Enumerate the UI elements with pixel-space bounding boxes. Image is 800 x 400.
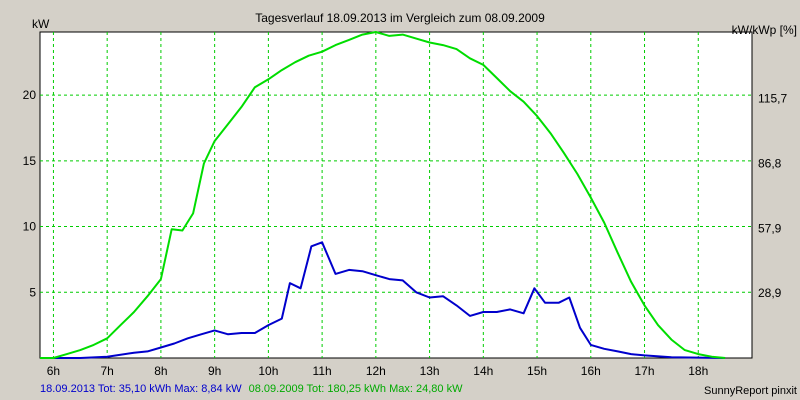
x-tick-label: 14h (473, 364, 493, 378)
series-lines (40, 31, 726, 359)
x-tick-label: 7h (100, 364, 113, 378)
x-tick-label: 12h (366, 364, 386, 378)
footer-summary: 18.09.2013 Tot: 35,10 kWh Max: 8,84 kW 0… (40, 383, 463, 395)
y-tick-label-right: 28,9 (758, 286, 782, 300)
y-tick-label-left: 15 (23, 154, 37, 168)
y-tick-label-right: 115,7 (758, 92, 787, 106)
x-tick-label: 18h (688, 364, 708, 378)
y-tick-label-left: 10 (23, 220, 37, 234)
y-tick-label-right: 57,9 (758, 221, 782, 235)
x-tick-label: 11h (313, 364, 332, 378)
y-axis-right-label: kW/kWp [%] (732, 23, 797, 37)
x-tick-label: 15h (527, 364, 547, 378)
series2-summary: 08.09.2009 Tot: 180,25 kWh Max: 24,80 kW (249, 383, 463, 395)
y-tick-label-left: 20 (23, 88, 37, 102)
series-line-2 (40, 31, 726, 359)
tick-labels: 6h 7h 8h 9h 10h 11h 12h 13h 14h 15h 16h 17h 18h 5 10 15… (23, 88, 788, 378)
y-tick-label-left: 5 (29, 285, 36, 299)
x-tick-label: 17h (635, 364, 655, 378)
x-tick-label: 16h (581, 364, 601, 378)
series1-summary: 18.09.2013 Tot: 35,10 kWh Max: 8,84 kW (40, 383, 242, 395)
y-tick-label-right: 86,8 (758, 156, 782, 170)
grid (40, 32, 752, 358)
x-tick-label: 6h (47, 364, 60, 378)
series-line-1 (40, 241, 726, 359)
x-tick-label: 10h (258, 364, 278, 378)
plot-area (39, 31, 753, 359)
x-tick-label: 13h (420, 364, 440, 378)
x-tick-label: 9h (208, 364, 221, 378)
chart-title: Tagesverlauf 18.09.2013 im Vergleich zum… (255, 11, 545, 25)
y-axis-left-label: kW (32, 17, 50, 31)
footer-credit: SunnyReport pinxit (704, 385, 797, 397)
x-tick-label: 8h (154, 364, 167, 378)
